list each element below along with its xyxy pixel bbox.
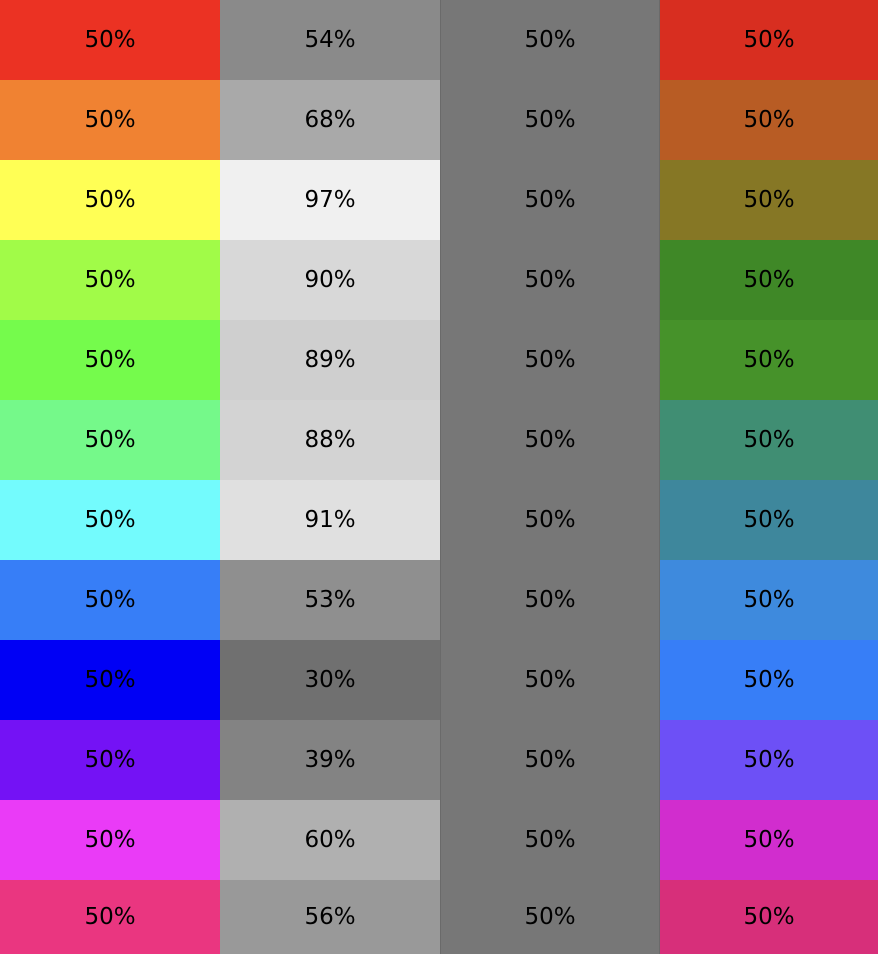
swatch-cell-lightness-row-5: 89% xyxy=(220,320,440,400)
swatch-cell-lightness-row-2: 68% xyxy=(220,80,440,160)
swatch-cell-neutral-gray-row-5: 50% xyxy=(440,320,660,400)
swatch-cell-adjusted-row-9: 50% xyxy=(660,640,878,720)
swatch-cell-neutral-gray-row-11: 50% xyxy=(440,800,660,880)
swatch-cell-saturated-row-7: 50% xyxy=(0,480,220,560)
swatch-cell-saturated-row-12: 50% xyxy=(0,880,220,954)
swatch-cell-saturated-row-6: 50% xyxy=(0,400,220,480)
swatch-cell-neutral-gray-row-2: 50% xyxy=(440,80,660,160)
swatch-cell-lightness-row-9: 30% xyxy=(220,640,440,720)
swatch-cell-neutral-gray-row-1: 50% xyxy=(440,0,660,80)
swatch-cell-adjusted-row-1: 50% xyxy=(660,0,878,80)
swatch-cell-adjusted-row-4: 50% xyxy=(660,240,878,320)
swatch-cell-saturated-row-2: 50% xyxy=(0,80,220,160)
swatch-cell-adjusted-row-3: 50% xyxy=(660,160,878,240)
swatch-cell-adjusted-row-7: 50% xyxy=(660,480,878,560)
swatch-cell-adjusted-row-11: 50% xyxy=(660,800,878,880)
swatch-cell-saturated-row-8: 50% xyxy=(0,560,220,640)
swatch-cell-neutral-gray-row-7: 50% xyxy=(440,480,660,560)
swatch-cell-lightness-row-12: 56% xyxy=(220,880,440,954)
swatch-cell-lightness-row-10: 39% xyxy=(220,720,440,800)
swatch-cell-adjusted-row-12: 50% xyxy=(660,880,878,954)
swatch-cell-neutral-gray-row-4: 50% xyxy=(440,240,660,320)
swatch-cell-lightness-row-11: 60% xyxy=(220,800,440,880)
swatch-cell-neutral-gray-row-12: 50% xyxy=(440,880,660,954)
swatch-cell-saturated-row-3: 50% xyxy=(0,160,220,240)
swatch-cell-neutral-gray-row-6: 50% xyxy=(440,400,660,480)
swatch-cell-adjusted-row-5: 50% xyxy=(660,320,878,400)
swatch-cell-saturated-row-5: 50% xyxy=(0,320,220,400)
swatch-cell-adjusted-row-10: 50% xyxy=(660,720,878,800)
swatch-cell-lightness-row-1: 54% xyxy=(220,0,440,80)
swatch-cell-lightness-row-7: 91% xyxy=(220,480,440,560)
swatch-cell-lightness-row-4: 90% xyxy=(220,240,440,320)
swatch-cell-neutral-gray-row-10: 50% xyxy=(440,720,660,800)
swatch-cell-saturated-row-9: 50% xyxy=(0,640,220,720)
swatch-cell-adjusted-row-8: 50% xyxy=(660,560,878,640)
swatch-cell-neutral-gray-row-3: 50% xyxy=(440,160,660,240)
swatch-cell-saturated-row-11: 50% xyxy=(0,800,220,880)
swatch-cell-lightness-row-3: 97% xyxy=(220,160,440,240)
swatch-cell-neutral-gray-row-8: 50% xyxy=(440,560,660,640)
swatch-cell-lightness-row-8: 53% xyxy=(220,560,440,640)
swatch-cell-lightness-row-6: 88% xyxy=(220,400,440,480)
swatch-cell-saturated-row-4: 50% xyxy=(0,240,220,320)
swatch-cell-saturated-row-10: 50% xyxy=(0,720,220,800)
swatch-cell-neutral-gray-row-9: 50% xyxy=(440,640,660,720)
swatch-cell-adjusted-row-6: 50% xyxy=(660,400,878,480)
swatch-cell-adjusted-row-2: 50% xyxy=(660,80,878,160)
swatch-cell-saturated-row-1: 50% xyxy=(0,0,220,80)
